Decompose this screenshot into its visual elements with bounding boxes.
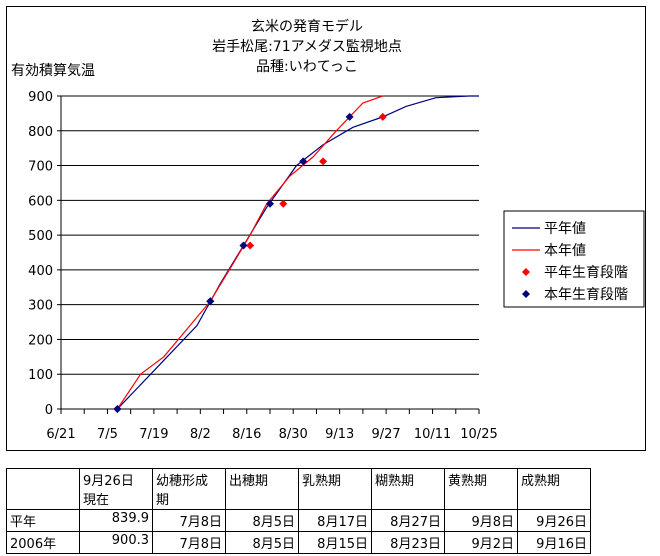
x-tick-label: 9/27 (372, 427, 401, 442)
table-row: 2006年 900.3 7月8日 8月5日 8月15日 8月23日 9月2日 9… (6, 531, 591, 554)
legend-label: 平年生育段階 (544, 265, 628, 281)
series-line (116, 95, 479, 410)
data-point-marker (319, 157, 328, 166)
x-tick-label: 8/16 (232, 427, 261, 442)
table-cell: 9月26日 (517, 509, 591, 532)
y-tick-label: 600 (28, 194, 53, 209)
table-cell: 839.9 (79, 509, 153, 532)
data-point-marker (113, 405, 122, 413)
x-tick-label: 8/2 (190, 427, 211, 442)
data-point-marker (378, 112, 387, 121)
table-header-cell (6, 468, 80, 510)
data-point-marker (246, 241, 255, 250)
x-tick-label: 7/5 (97, 427, 118, 442)
chart-frame: 玄米の発育モデル岩手松尾:71アメダス監視地点 品種:いわてっこ 有効積算気温 0 10… (6, 6, 646, 451)
table-cell: 8月5日 (225, 509, 299, 532)
legend-label: 本年値 (544, 243, 586, 259)
table-header-cell: 乳熟期 (298, 468, 372, 510)
table-header-row: 9月26日 現在 幼穂形成 期 出穂期 乳熟期 糊熟期 黄熟期 成熟期 (6, 468, 591, 510)
table-cell: 900.3 (79, 531, 153, 554)
legend-swatch-marker (522, 268, 530, 276)
legend-label: 本年生育段階 (544, 287, 628, 303)
table-cell: 8月23日 (371, 531, 445, 554)
x-tick-label: 8/30 (279, 427, 308, 442)
table-cell: 2006年 (6, 531, 80, 554)
y-tick-label: 500 (28, 229, 53, 244)
table-header-cell: 9月26日 現在 (79, 468, 153, 510)
series-line (116, 95, 383, 410)
data-point-marker (266, 199, 274, 208)
data-point-marker (345, 112, 354, 121)
table-cell: 7月8日 (152, 531, 226, 554)
table-cell: 8月17日 (298, 509, 372, 532)
table-header-cell: 出穂期 (225, 468, 299, 510)
chart-title-line: 岩手松尾:71アメダス監視地点 (212, 38, 402, 55)
y-tick-label: 200 (28, 333, 53, 348)
y-tick-label: 800 (28, 125, 53, 140)
plot-area (61, 96, 479, 409)
y-tick-label: 700 (28, 160, 53, 175)
legend-box (503, 210, 645, 308)
x-tick-label: 7/19 (139, 427, 168, 442)
y-tick-label: 900 (28, 90, 53, 105)
data-point-marker (206, 297, 215, 306)
data-point-marker (239, 241, 248, 250)
table-cell: 8月15日 (298, 531, 372, 554)
table-header-cell: 糊熟期 (371, 468, 445, 510)
table-cell: 8月27日 (371, 509, 445, 532)
table-cell: 7月8日 (152, 509, 226, 532)
y-tick-label: 300 (28, 299, 53, 314)
table-cell: 9月16日 (517, 531, 591, 554)
stage-table: 9月26日 現在 幼穂形成 期 出穂期 乳熟期 糊熟期 黄熟期 成熟期 平年 8… (6, 468, 591, 554)
legend-label: 平年値 (544, 221, 586, 237)
y-tick-label: 100 (28, 368, 53, 383)
legend-swatch-marker (522, 290, 530, 298)
data-point-marker (299, 157, 308, 166)
chart-title-line: 品種:いわてっこ (256, 59, 358, 75)
table-header-cell: 成熟期 (517, 468, 591, 510)
table-cell: 8月5日 (225, 531, 299, 554)
x-tick-label: 10/25 (460, 427, 497, 442)
data-point-marker (279, 199, 288, 208)
table-row: 平年 839.9 7月8日 8月5日 8月17日 8月27日 9月8日 9月26… (6, 509, 591, 532)
table-cell: 9月2日 (444, 531, 518, 554)
y-tick-label: 0 (45, 403, 53, 418)
chart-title-line: 玄米の発育モデル (251, 18, 363, 35)
table-cell: 平年 (6, 509, 80, 532)
x-tick-label: 10/11 (414, 427, 451, 442)
x-tick-label: 9/13 (325, 427, 354, 442)
table-header-cell: 幼穂形成 期 (152, 468, 226, 510)
table-cell: 9月8日 (444, 509, 518, 532)
y-axis-label: 有効積算気温 (11, 63, 95, 79)
table-header-cell: 黄熟期 (444, 468, 518, 510)
x-tick-label: 6/21 (46, 427, 75, 442)
y-tick-label: 400 (28, 264, 53, 279)
